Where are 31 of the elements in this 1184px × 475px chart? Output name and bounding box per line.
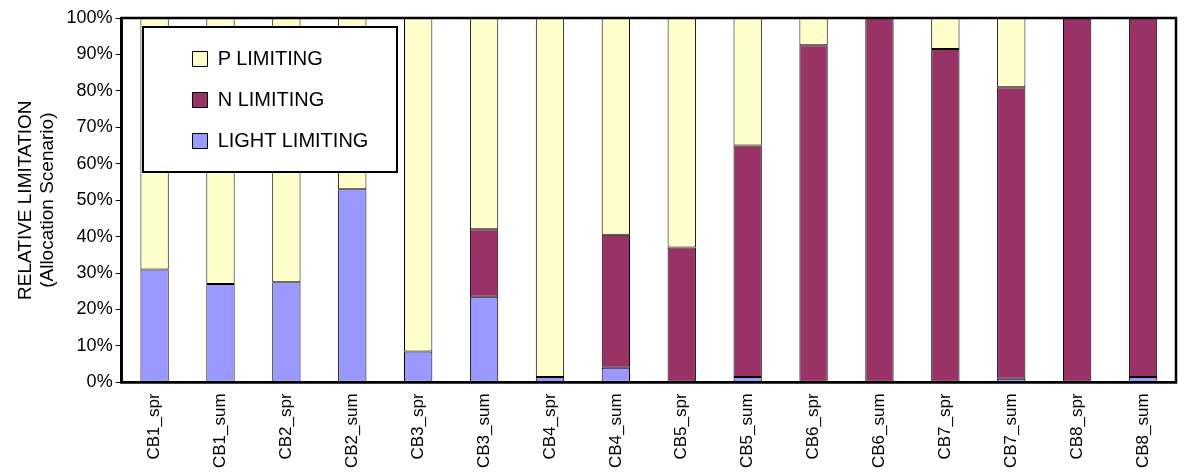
y-axis-title: RELATIVE LIMITATION (Allocation Scenario) <box>13 100 58 300</box>
x-tick-label: CB2_spr <box>276 393 296 460</box>
x-tick-label: CB4_spr <box>539 393 559 460</box>
x-tick-label: CB1_sum <box>210 393 230 468</box>
y-tick-label: 60% <box>76 152 113 173</box>
y-tick-label: 70% <box>76 116 113 137</box>
x-tick-label: CB6_sum <box>869 393 889 468</box>
y-tick-label: 10% <box>76 334 113 355</box>
y-tick-label: 100% <box>66 6 113 27</box>
x-tick-label: CB8_spr <box>1066 393 1086 460</box>
legend-label: LIGHT LIMITING <box>217 129 369 152</box>
y-tick-label: 20% <box>76 298 113 319</box>
y-tick-label: 0% <box>86 371 113 392</box>
legend-label: N LIMITING <box>217 88 325 111</box>
x-tick-label: CB2_sum <box>341 393 361 468</box>
x-tick-label: CB7_spr <box>935 393 955 460</box>
legend-label: P LIMITING <box>217 47 323 70</box>
x-tick-label: CB4_sum <box>605 393 625 468</box>
x-tick-label: CB8_sum <box>1132 393 1152 468</box>
x-tick-label: CB7_sum <box>1000 393 1020 468</box>
y-tick-label: 90% <box>76 43 113 64</box>
x-tick-label: CB6_spr <box>803 393 823 460</box>
x-tick-label: CB5_sum <box>737 393 757 468</box>
x-tick-label: CB3_spr <box>407 393 427 460</box>
x-tick-label: CB5_spr <box>671 393 691 460</box>
y-tick-label: 30% <box>76 262 113 283</box>
y-tick-label: 80% <box>76 79 113 100</box>
x-tick-label: CB1_spr <box>144 393 164 460</box>
y-tick-label: 40% <box>76 225 113 246</box>
x-tick-label: CB3_sum <box>473 393 493 468</box>
y-tick-label: 50% <box>76 189 113 210</box>
